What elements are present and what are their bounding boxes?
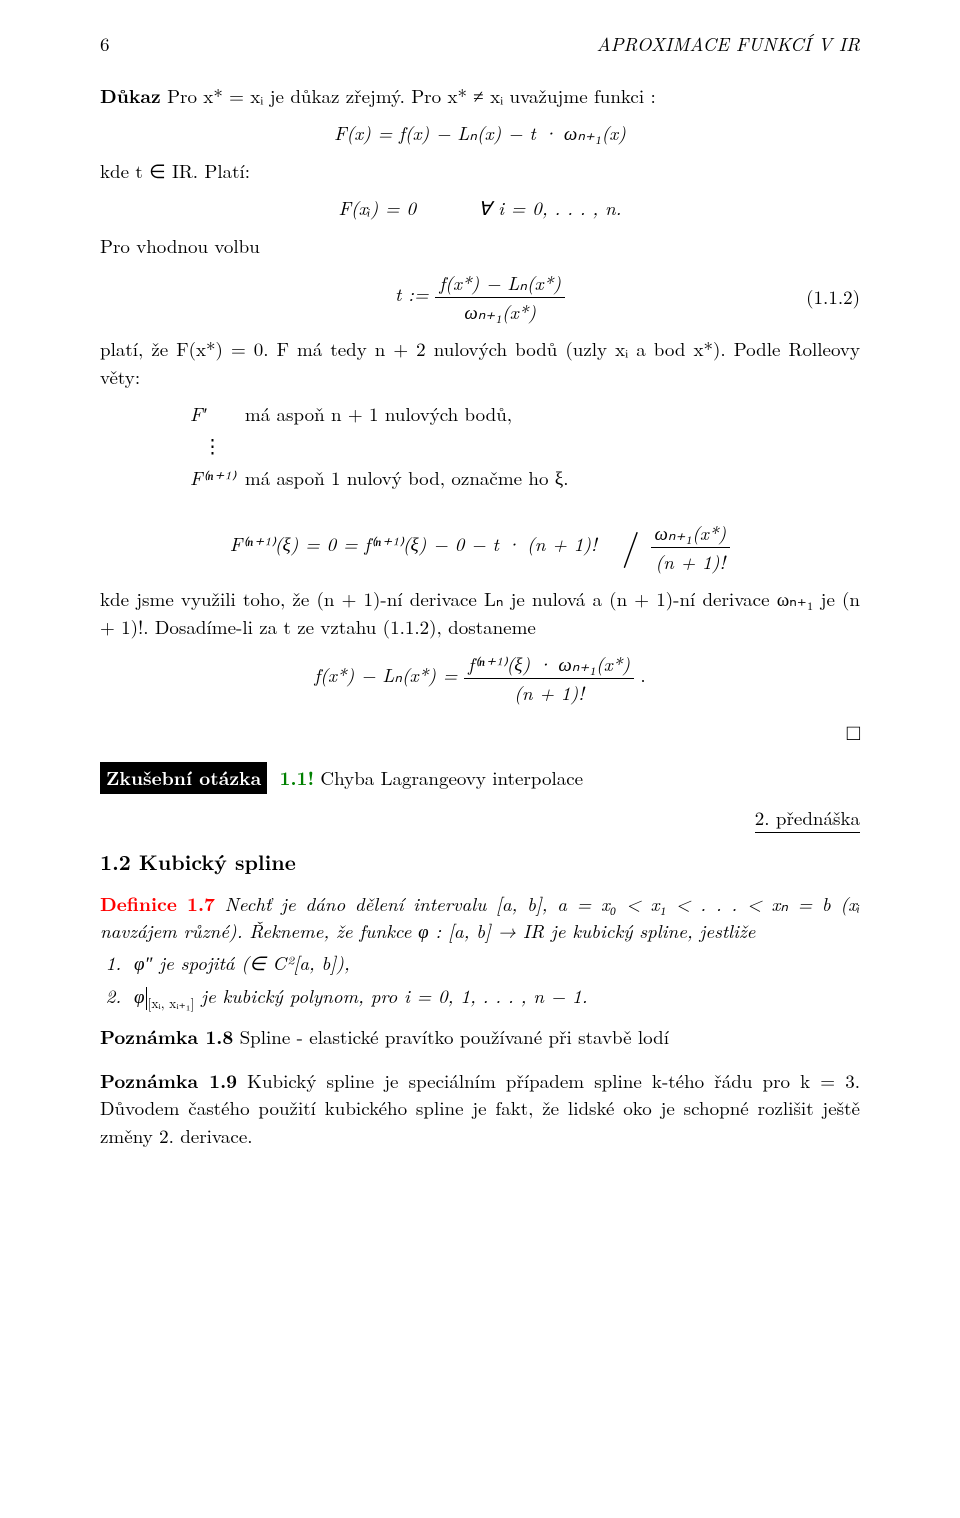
page-number: 6	[100, 30, 110, 58]
eq-final-lhs: f(x*) − Lₙ(x*) =	[314, 661, 457, 688]
rolle-intro: platí, že F(x*) = 0. F má tedy n + 2 nul…	[100, 335, 860, 390]
rolle-r1-right: má aspoň n + 1 nulových bodů,	[245, 398, 579, 430]
suitable-choice: Pro vhodnou volbu	[100, 232, 860, 260]
eq-main: F⁽ⁿ⁺¹⁾(ξ) = 0 = f⁽ⁿ⁺¹⁾(ξ) − 0 − t · (n +…	[230, 530, 597, 557]
definition-item-1: φ″ je spojitá (∈ C²[a, b]),	[128, 949, 860, 977]
eq-left: F(xᵢ) = 0	[338, 194, 416, 221]
definition-item-2: φ[xᵢ, xᵢ₊₁] je kubický polynom, pro i = …	[128, 982, 860, 1013]
remark-1-9-label: Poznámka 1.9	[100, 1066, 237, 1094]
running-header: 6 APROXIMACE FUNKCÍ V IR	[100, 30, 860, 58]
eq-frac-num: f(x*) − Lₙ(x*)	[435, 269, 565, 298]
rolle-r2-left: F⁽ⁿ⁺¹⁾	[190, 462, 245, 494]
eq-right: ∀ i = 0, . . . , n.	[478, 194, 621, 221]
equation-F-def: F(x) = f(x) − Lₙ(x) − t · ωₙ₊₁(x)	[100, 119, 860, 147]
eq-frac-den: ωₙ₊₁(x*)	[435, 298, 565, 326]
eq-text: F(x) = f(x) − Lₙ(x) − t · ωₙ₊₁(x)	[334, 119, 626, 146]
section-1-2-title: 1.2 Kubický spline	[100, 847, 860, 877]
definition-label: Definice 1.7	[100, 889, 215, 917]
remark-1-9: Poznámka 1.9 Kubický spline je speciální…	[100, 1067, 860, 1150]
definition-body: Nechť je dáno dělení intervalu [a, b], a…	[100, 890, 860, 945]
big-slash: /	[622, 519, 640, 571]
eq-side-frac: ωₙ₊₁(x*) (n + 1)!	[651, 519, 731, 575]
eq-final-num: f⁽ⁿ⁺¹⁾(ξ) · ωₙ₊₁(x*)	[464, 650, 634, 679]
restriction-bar-icon	[146, 987, 147, 1010]
proof-intro: Důkaz Pro x* = xᵢ je důkaz zřejmý. Pro x…	[100, 82, 860, 110]
remark-1-8: Poznámka 1.8 Spline - elastické pravítko…	[100, 1023, 860, 1051]
rolle-dots: ⋮	[190, 430, 245, 462]
remark-1-8-text: Spline - elastické pravítko používané př…	[233, 1023, 669, 1050]
exam-question: Zkušební otázka 1.1! Chyba Lagrangeovy i…	[100, 762, 860, 794]
rolle-dots-r	[245, 430, 579, 462]
proof-label: Důkaz	[100, 81, 161, 109]
rolle-r1-left: F′	[190, 398, 245, 430]
exam-tag: Zkušební otázka	[100, 762, 267, 794]
proof-intro-text: Pro x* = xᵢ je důkaz zřejmý. Pro x* ≠ xᵢ…	[161, 82, 656, 109]
equation-number: (1.1.2)	[806, 284, 860, 312]
definition-list: φ″ je spojitá (∈ C²[a, b]), φ[xᵢ, xᵢ₊₁] …	[128, 949, 860, 1013]
eq-side-den: (n + 1)!	[651, 548, 731, 576]
remark-1-8-label: Poznámka 1.8	[100, 1022, 233, 1050]
equation-Fxi: F(xᵢ) = 0 ∀ i = 0, . . . , n.	[100, 194, 860, 222]
qed-symbol: □	[100, 716, 860, 748]
lecture-note-text: 2. přednáška	[755, 804, 860, 833]
rolle-list: F′ má aspoň n + 1 nulových bodů, ⋮ F⁽ⁿ⁺¹…	[190, 398, 860, 493]
exam-number: 1.1!	[280, 763, 315, 791]
running-title: APROXIMACE FUNKCÍ V IR	[597, 30, 861, 58]
deriv-explain: kde jsme využili toho, že (n + 1)-ní der…	[100, 585, 860, 640]
eq-lhs: t :=	[395, 280, 429, 307]
definition-1-7: Definice 1.7 Nechť je dáno dělení interv…	[100, 890, 860, 945]
eq-frac: f(x*) − Lₙ(x*) ωₙ₊₁(x*)	[435, 269, 565, 325]
equation-Fn1: F⁽ⁿ⁺¹⁾(ξ) = 0 = f⁽ⁿ⁺¹⁾(ξ) − 0 − t · (n +…	[100, 519, 860, 575]
eq-final-frac: f⁽ⁿ⁺¹⁾(ξ) · ωₙ₊₁(x*) (n + 1)!	[464, 650, 634, 706]
where-t: kde t ∈ IR. Platí:	[100, 157, 860, 185]
page: 6 APROXIMACE FUNKCÍ V IR Důkaz Pro x* = …	[0, 0, 960, 1518]
eq-side-num: ωₙ₊₁(x*)	[651, 519, 731, 548]
def-item2-a: φ	[134, 982, 145, 1009]
def-item2-sub: [xᵢ, xᵢ₊₁]	[148, 993, 195, 1012]
eq-final-den: (n + 1)!	[464, 679, 634, 707]
rolle-r2-right: má aspoň 1 nulový bod, označme ho ξ.	[245, 462, 579, 494]
equation-final: f(x*) − Lₙ(x*) = f⁽ⁿ⁺¹⁾(ξ) · ωₙ₊₁(x*) (n…	[100, 650, 860, 706]
lecture-note: 2. přednáška	[100, 804, 860, 832]
exam-text: Chyba Lagrangeovy interpolace	[314, 764, 583, 791]
equation-t-def: t := f(x*) − Lₙ(x*) ωₙ₊₁(x*) (1.1.2)	[100, 269, 860, 325]
def-item2-b: je kubický polynom, pro i = 0, 1, . . . …	[194, 982, 587, 1009]
